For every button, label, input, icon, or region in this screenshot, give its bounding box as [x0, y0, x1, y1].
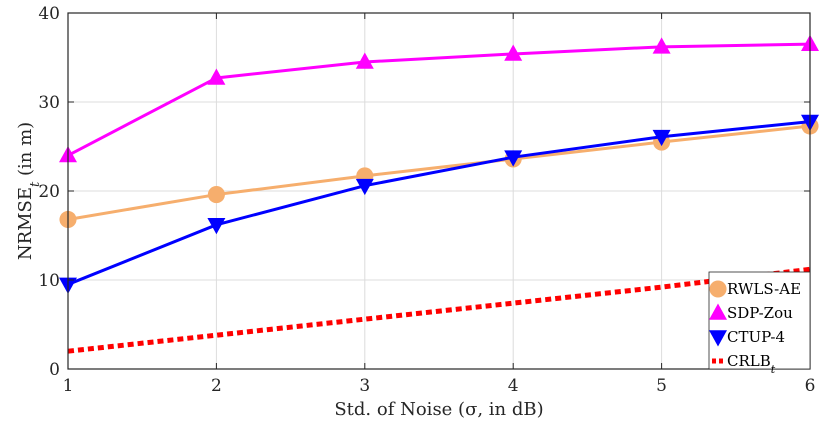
- x-tick-label: 5: [656, 376, 667, 396]
- legend-marker-ctup-4: [709, 330, 727, 347]
- y-tick-label: 0: [49, 360, 60, 380]
- y-axis-label: NRMSEt (in m): [15, 122, 43, 260]
- data-point-ctup-4: [355, 178, 374, 196]
- y-tick-label: 30: [38, 93, 60, 113]
- x-tick-label: 2: [211, 376, 222, 396]
- series-line-crlb-t: [67, 266, 811, 354]
- data-point-sdp-zou: [355, 52, 374, 69]
- legend-item-sdp-zou: SDP-Zou: [709, 303, 793, 322]
- series-layer: [59, 34, 819, 354]
- legend-label-ctup-4: CTUP-4: [727, 328, 785, 346]
- series-sdp-zou: [59, 34, 819, 163]
- data-point-ctup-4: [504, 150, 523, 167]
- data-point-rwls-ae: [207, 186, 225, 204]
- legend-label-rwls-ae: RWLS-AE: [727, 280, 801, 298]
- y-tick-label: 10: [38, 271, 60, 291]
- series-line-sdp-zou: [67, 42, 811, 157]
- legend-label-sdp-zou: SDP-Zou: [727, 304, 793, 322]
- series-line-ctup-4: [67, 120, 811, 286]
- legend-marker-sdp-zou: [709, 303, 727, 320]
- y-tick-label: 40: [38, 4, 60, 24]
- x-tick-label: 3: [359, 376, 370, 396]
- x-tick-label: 6: [805, 376, 816, 396]
- legend-item-ctup-4: CTUP-4: [709, 328, 785, 347]
- y-tick-label: 20: [38, 182, 60, 202]
- x-tick-label: 1: [63, 376, 74, 396]
- x-axis-label: Std. of Noise (σ, in dB): [334, 399, 543, 420]
- legend-marker-rwls-ae: [709, 280, 727, 298]
- data-point-sdp-zou: [207, 68, 226, 85]
- legend-label-crlb-t: CRLBt: [727, 352, 776, 376]
- legend: RWLS-AE SDP-Zou CTUP-4 CRLBt: [708, 271, 811, 376]
- data-point-ctup-4: [652, 129, 671, 147]
- data-point-sdp-zou: [652, 37, 671, 54]
- legend-item-crlb-t: CRLBt: [712, 352, 776, 376]
- series-crlb-t: [67, 266, 811, 354]
- grid-lines: [68, 13, 810, 369]
- axis-ticks: 1 2 3 4 5 6 0 10 20 30 40: [38, 4, 815, 396]
- data-point-sdp-zou: [504, 44, 523, 61]
- x-tick-label: 4: [508, 376, 519, 396]
- data-point-ctup-4: [207, 218, 226, 235]
- series-line-rwls-ae: [67, 124, 811, 221]
- legend-item-rwls-ae: RWLS-AE: [709, 280, 801, 298]
